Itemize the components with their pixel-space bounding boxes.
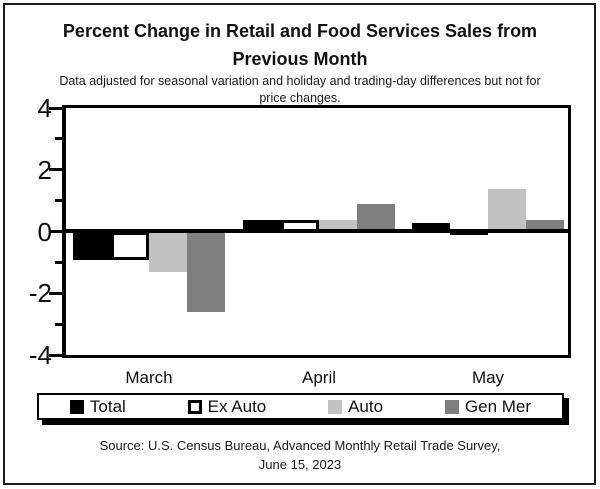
legend-swatch-total [69,399,84,414]
y-minor-tick-3 [55,137,63,140]
zero-baseline [66,229,568,233]
y-minor-tick--3 [55,323,63,326]
y-major-tick--4 [49,354,63,357]
legend-swatch-gen-mer [444,399,459,414]
chart-subtitle-line1: Data adjusted for seasonal variation and… [59,74,541,88]
bar-group-march [73,108,225,355]
chart-subtitle-line2: price changes. [259,91,341,105]
y-major-tick-2 [49,168,63,171]
bar-march-ex-auto [111,232,149,260]
legend-swatch-ex-auto [187,399,202,414]
legend-item-total: Total [69,396,126,416]
chart-title-line2: Previous Month [232,49,368,69]
chart-subtitle: Data adjusted for seasonal variation and… [0,73,600,107]
chart-title: Percent Change in Retail and Food Servic… [0,17,600,73]
plot-area [62,105,571,358]
bar-march-total [73,232,111,260]
x-axis-label-march: March [125,368,173,387]
x-axis-label-april: April [301,368,336,387]
y-axis-label-0: 0 [37,216,52,247]
y-major-tick--2 [49,292,63,295]
y-major-tick-4 [49,107,63,110]
bar-april-gen-mer [357,204,395,232]
legend-item-ex-auto: Ex Auto [187,396,267,416]
y-axis-label-2: 2 [37,154,52,185]
x-axis-label-may: May [471,368,505,387]
bar-may-auto [488,189,526,232]
y-minor-tick--1 [55,261,63,264]
y-axis-label-4: 4 [37,93,52,123]
source-line1: Source: U.S. Census Bureau, Advanced Mon… [99,438,501,453]
source-note: Source: U.S. Census Bureau, Advanced Mon… [0,436,600,474]
legend-label-ex-auto: Ex Auto [207,396,267,416]
y-axis-label--2: -2 [28,278,52,309]
legend-swatch-auto [328,399,343,414]
legend-label-total: Total [89,396,126,416]
chart-title-line1: Percent Change in Retail and Food Servic… [62,21,538,41]
legend: Total Ex Auto Auto Gen Mer [37,393,564,420]
y-major-tick-0 [49,230,63,233]
y-axis-label--4: -4 [28,340,52,370]
source-line2: June 15, 2023 [258,457,342,472]
legend-item-gen-mer: Gen Mer [444,396,532,416]
legend-item-auto: Auto [328,396,384,416]
legend-label-auto: Auto [348,396,384,416]
bar-march-auto [149,232,187,272]
bar-march-gen-mer [187,232,225,312]
bar-may-total [412,223,450,232]
y-minor-tick-1 [55,199,63,202]
legend-label-gen-mer: Gen Mer [464,396,532,416]
